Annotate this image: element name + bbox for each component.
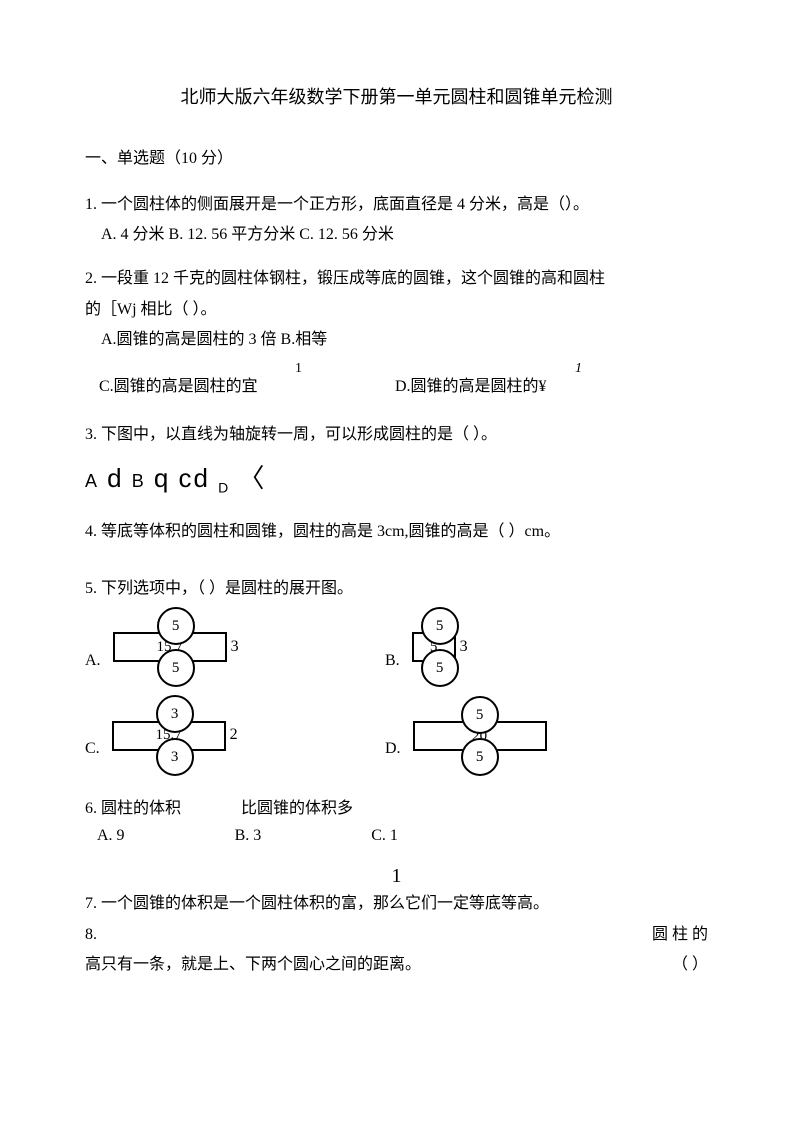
circle-c-top: 3 [156,695,194,733]
q6-opt-c: C. 1 [371,821,398,851]
side-b: 3 [460,632,468,662]
circle-c-bot: 3 [156,738,194,776]
question-6: 6. 圆柱的体积 比圆锥的体积多 A. 9 B. 3 C. 1 [85,797,708,851]
q3-shape-q: q [154,463,170,493]
q3-label-b: B [132,471,146,491]
question-5-text: 5. 下列选项中，（ ）是圆柱的展开图。 [85,574,708,604]
question-3-options: A d B q cd D 〈 [85,454,708,503]
q6-left: 6. 圆柱的体积 [85,797,181,821]
circle-d-bot: 5 [461,738,499,776]
unfold-d: 5 20 5 [413,701,547,771]
circle-a-bot: 5 [157,649,195,687]
unfold-c: 3 15.72 3 [112,700,238,770]
question-4: 4. 等底等体积的圆柱和圆锥，圆柱的高是 3cm,圆锥的高是（ ）cm。 [85,517,708,547]
diagram-d: D. 5 20 5 [385,700,645,770]
q3-shape-d: d [107,463,123,493]
q8-left: 8. [85,920,97,950]
circle-d-top: 5 [461,696,499,734]
side-a: 3 [231,632,239,662]
diagram-row-1: A. 5 15.73 5 B. 5 53 5 [85,612,708,682]
diagram-b: B. 5 53 5 [385,612,645,682]
circle-b-top: 5 [421,607,459,645]
q3-shape-cd: cd [178,463,209,493]
q3-label-d: D [218,479,230,495]
q3-label-a: A [85,471,99,491]
circle-a-top: 5 [157,607,195,645]
question-8: 8. 圆 柱 的 高只有一条，就是上、下两个圆心之间的距离。 （ ） [85,920,708,981]
section-heading: 一、单选题（10 分） [85,144,708,174]
diagram-d-label: D. [385,734,401,770]
diagram-row-2: C. 3 15.72 3 D. 5 20 5 [85,700,708,770]
superscript-left: 1 [295,356,302,383]
question-1-options: A. 4 分米 B. 12. 56 平方分米 C. 12. 56 分米 [85,220,708,250]
unfold-a: 5 15.73 5 [113,612,239,682]
q6-opt-a: A. 9 [97,821,125,851]
diagram-b-label: B. [385,646,400,682]
question-1: 1. 一个圆柱体的侧面展开是一个正方形，底面直径是 4 分米，高是（）。 A. … [85,190,708,251]
question-2-line1: 2. 一段重 12 千克的圆柱体钢柱，锻压成等底的圆锥，这个圆锥的高和圆柱 [85,264,708,294]
diagram-a: A. 5 15.73 5 [85,612,385,682]
circle-b-bot: 5 [421,649,459,687]
question-7: 7. 一个圆锥的体积是一个圆柱体积的富，那么它们一定等底等高。 [85,889,708,919]
question-5: 5. 下列选项中，（ ）是圆柱的展开图。 A. 5 15.73 5 B. 5 [85,574,708,771]
question-5-diagrams: A. 5 15.73 5 B. 5 53 5 [85,612,708,771]
unfold-b: 5 53 5 [412,612,468,682]
diagram-c-label: C. [85,734,100,770]
question-2-option-d: D.圆锥的高是圆柱的¥ [395,372,547,402]
question-3-text: 3. 下图中，以直线为轴旋转一周，可以形成圆柱的是（ ）。 [85,420,708,450]
q6-opt-b: B. 3 [235,821,262,851]
diagram-a-label: A. [85,646,101,682]
question-1-text: 1. 一个圆柱体的侧面展开是一个正方形，底面直径是 4 分米，高是（）。 [85,190,708,220]
side-c: 2 [230,720,238,750]
question-2-options-cd-row: 1 1 C.圆锥的高是圆柱的宜 D.圆锥的高是圆柱的¥ [85,356,708,406]
question-2-line2: 的［Wj 相比（ ）。 [85,295,708,325]
question-2-option-c: C.圆锥的高是圆柱的宜 [99,372,258,402]
q6-right: 比圆锥的体积多 [241,797,353,821]
doc-title: 北师大版六年级数学下册第一单元圆柱和圆锥单元检测 [85,80,708,114]
question-3: 3. 下图中，以直线为轴旋转一周，可以形成圆柱的是（ ）。 A d B q cd… [85,420,708,504]
q8-line2-right: （ ） [672,950,708,980]
question-6-options: A. 9 B. 3 C. 1 [85,821,708,851]
q8-right: 圆 柱 的 [652,920,708,950]
q8-line2-left: 高只有一条，就是上、下两个圆心之间的距离。 [85,950,421,980]
diagram-c: C. 3 15.72 3 [85,700,385,770]
superscript-right: 1 [575,356,582,383]
page: 北师大版六年级数学下册第一单元圆柱和圆锥单元检测 一、单选题（10 分） 1. … [0,0,793,1020]
question-2-options-ab: A.圆锥的高是圆柱的 3 倍 B.相等 [85,325,708,355]
question-2: 2. 一段重 12 千克的圆柱体钢柱，锻压成等底的圆锥，这个圆锥的高和圆柱 的［… [85,264,708,405]
q3-shape-angle: 〈 [238,463,266,493]
